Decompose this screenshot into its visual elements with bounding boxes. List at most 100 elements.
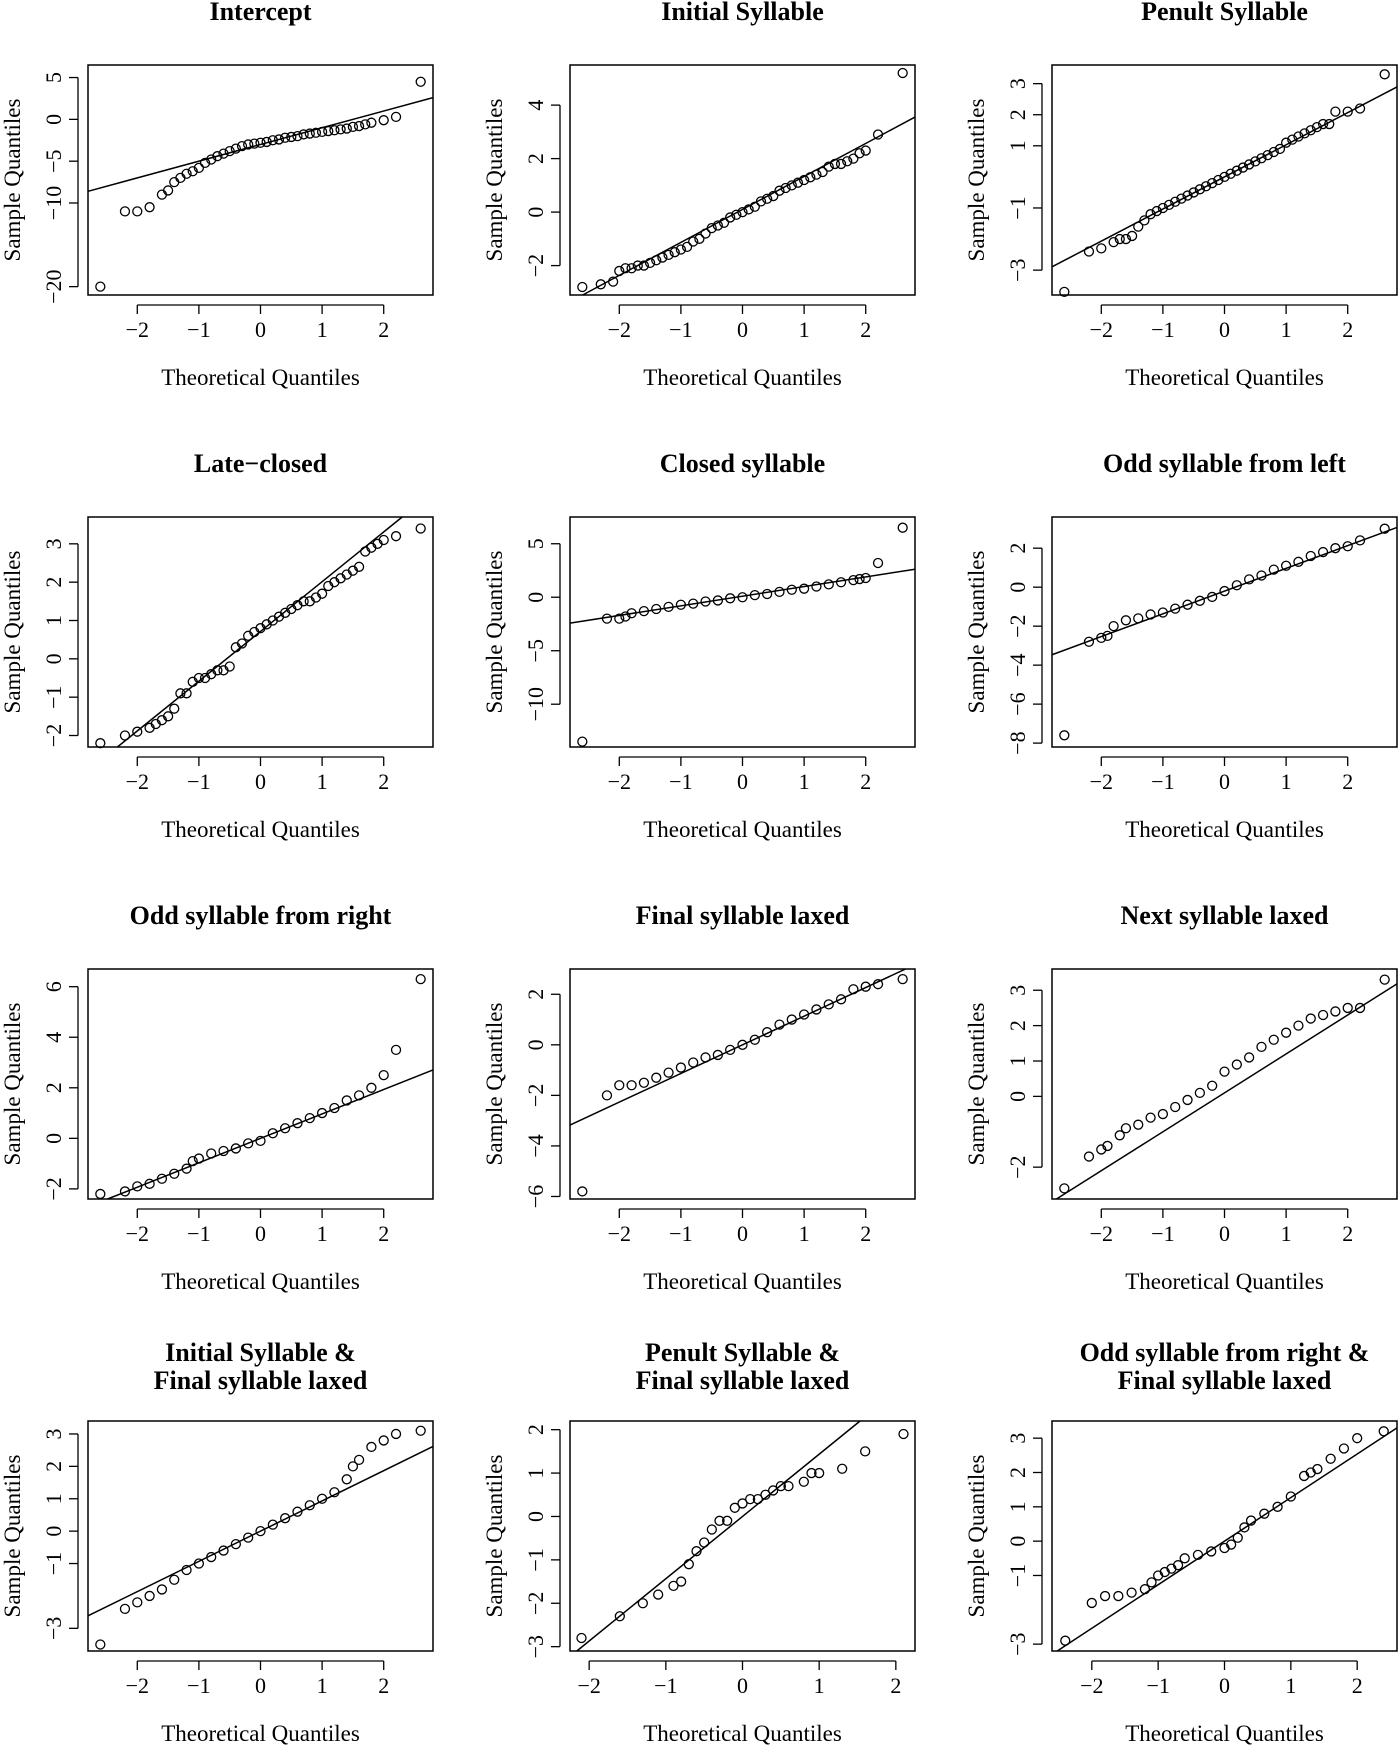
- data-point: [1274, 143, 1286, 155]
- data-point: [651, 255, 662, 266]
- x-tick-label: −2: [608, 769, 631, 794]
- data-point: [243, 1138, 254, 1149]
- data-point: [249, 138, 260, 149]
- data-point: [119, 1603, 131, 1615]
- data-point: [212, 151, 223, 162]
- data-point: [193, 1558, 205, 1569]
- data-point: [1219, 171, 1230, 183]
- x-tick-label: 1: [814, 1673, 825, 1698]
- plot-frame: [87, 968, 434, 1200]
- y-tick-label: 2: [523, 153, 548, 164]
- data-point: [860, 981, 871, 992]
- qq-panel: Odd syllable from left −2 −1 0 1 2 Theoretical…: [964, 449, 1398, 842]
- data-point: [1330, 106, 1341, 117]
- y-axis-label: Sample Quantiles: [482, 99, 507, 262]
- data-point: [688, 598, 699, 609]
- y-tick-label: 0: [41, 1526, 66, 1537]
- x-axis-label: Theoretical Quantiles: [643, 1721, 842, 1746]
- data-point: [415, 523, 426, 534]
- data-point: [390, 1044, 402, 1056]
- data-point: [798, 1476, 809, 1487]
- data-point: [1059, 286, 1070, 298]
- x-axis-label: Theoretical Quantiles: [1125, 1721, 1324, 1746]
- data-point: [1096, 243, 1107, 254]
- plot-frame: [1051, 64, 1398, 296]
- x-axis-label: Theoretical Quantiles: [161, 1721, 360, 1746]
- data-point: [675, 244, 687, 255]
- data-point: [415, 973, 426, 985]
- data-point: [860, 145, 871, 156]
- data-point: [267, 1519, 278, 1530]
- data-point: [1213, 174, 1224, 186]
- x-tick-label: 2: [1342, 317, 1353, 342]
- data-point: [1114, 233, 1125, 245]
- data-point: [725, 1044, 736, 1056]
- y-tick-label: 1: [1005, 1501, 1030, 1512]
- data-point: [681, 241, 693, 253]
- data-point: [1272, 1501, 1283, 1512]
- y-tick-label: 0: [523, 207, 548, 218]
- y-tick-label: 1: [1005, 140, 1030, 151]
- y-tick-label: −6: [1005, 692, 1030, 715]
- data-point: [761, 1027, 773, 1038]
- data-point: [691, 1546, 702, 1557]
- x-tick-label: −2: [126, 769, 149, 794]
- data-point: [823, 161, 834, 172]
- qq-reference-line: [1056, 1427, 1398, 1652]
- data-point: [1280, 1027, 1292, 1038]
- x-tick-label: −1: [187, 1673, 210, 1698]
- data-point: [267, 135, 278, 146]
- x-tick-label: −2: [577, 1673, 600, 1698]
- plot-frame: [569, 516, 916, 748]
- data-point: [595, 279, 606, 290]
- y-tick-label: −4: [1005, 653, 1030, 676]
- data-point: [1354, 1002, 1366, 1014]
- data-point: [718, 217, 730, 228]
- data-point: [132, 1181, 143, 1192]
- data-point: [577, 1186, 588, 1197]
- data-point: [316, 1493, 328, 1504]
- data-point: [706, 1524, 717, 1535]
- data-point: [236, 638, 248, 649]
- data-point: [760, 1489, 771, 1500]
- panel-title: Intercept: [209, 0, 311, 26]
- y-tick-label: −3: [1005, 1632, 1030, 1655]
- y-tick-label: 3: [1005, 985, 1030, 996]
- data-point: [1317, 546, 1329, 558]
- data-point: [353, 561, 365, 572]
- data-point: [835, 158, 847, 170]
- data-point: [761, 588, 773, 600]
- data-point: [626, 263, 637, 274]
- panel-title: Odd syllable from left: [1103, 449, 1346, 478]
- y-tick-label: −5: [523, 639, 548, 662]
- data-point: [1120, 1123, 1132, 1134]
- y-tick-label: −2: [1005, 614, 1030, 637]
- data-point: [1293, 1020, 1304, 1031]
- data-point: [872, 129, 884, 140]
- data-point: [236, 140, 248, 152]
- x-tick-label: −2: [126, 1221, 149, 1246]
- data-point: [1243, 1052, 1255, 1063]
- data-point: [1182, 190, 1193, 201]
- data-point: [1256, 1041, 1267, 1052]
- data-point: [1354, 535, 1366, 546]
- data-point: [811, 581, 822, 592]
- data-point: [378, 1070, 389, 1081]
- data-point: [1379, 69, 1390, 80]
- y-axis-label: Sample Quantiles: [0, 1455, 25, 1618]
- x-tick-label: 0: [1219, 769, 1230, 794]
- data-point: [872, 557, 884, 569]
- data-point: [95, 1639, 106, 1650]
- data-point: [378, 1435, 389, 1446]
- data-point: [638, 260, 650, 271]
- x-tick-label: −1: [669, 1221, 692, 1246]
- x-tick-label: 2: [860, 1221, 871, 1246]
- data-point: [390, 1428, 402, 1440]
- data-point: [144, 202, 155, 213]
- data-point: [329, 1102, 340, 1114]
- data-point: [366, 1082, 377, 1093]
- data-point: [786, 1014, 797, 1025]
- y-axis-label: Sample Quantiles: [482, 551, 507, 714]
